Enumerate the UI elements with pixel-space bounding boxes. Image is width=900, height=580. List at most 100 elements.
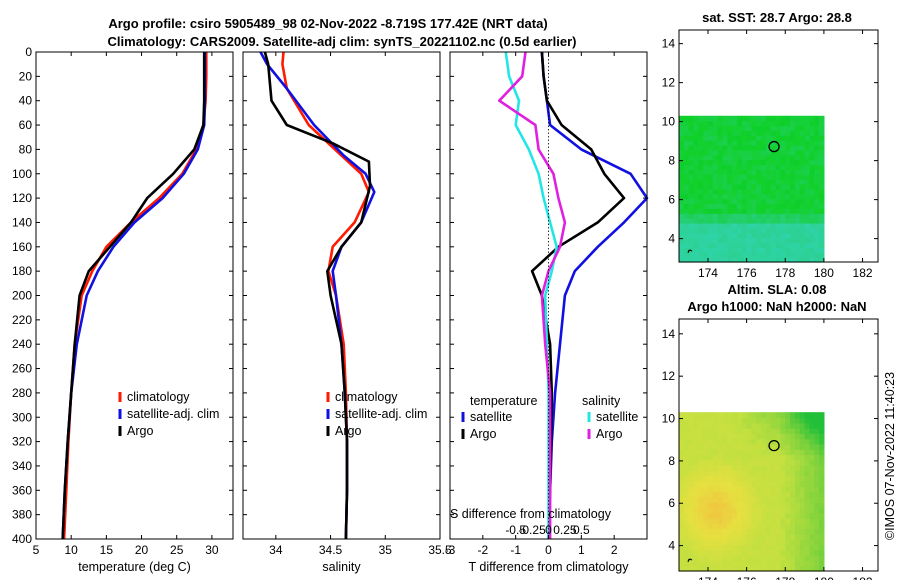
map-sla-heatmap-cell [751,560,757,567]
map-sst-heatmap-cell [703,140,709,146]
map-sst-heatmap-cell [799,193,806,200]
salinity-xtick-label: 34 [269,543,283,557]
map-sst-heatmap-cell [819,145,825,151]
map-sst-heatmap-cell [707,218,714,224]
map-sla-heatmap-cell [688,459,695,466]
map-sla-heatmap-cell [809,443,815,450]
map-sst-heatmap-cell [785,179,791,185]
map-sla-heatmap-cell [785,507,791,514]
map-sst-heatmap-cell [722,213,728,219]
salinity-legend-label: satellite-adj. clim [335,407,427,421]
map-sla-heatmap-cell [741,459,748,466]
map-sst-heatmap-cell [722,237,728,244]
map-sst-heatmap-cell [804,184,811,190]
map-sla-heatmap-cell [727,565,733,572]
map-sst-heatmap-cell [727,164,733,170]
map-sla-heatmap-cell [819,496,825,503]
map-sla-heatmap-cell [732,496,738,503]
map-sla-heatmap-cell [809,523,815,530]
legend-salinity-title: salinity [582,394,621,408]
map-sst-heatmap-cell [693,252,699,258]
map-sla-heatmap-cell [794,544,801,551]
map-sla-heatmap-cell [688,507,695,514]
map-sla-heatmap-cell [814,438,820,445]
map-sst-heatmap-cell [785,227,791,234]
map-sst-heatmap-cell [785,125,791,131]
map-sst-heatmap-cell [790,193,796,200]
salinity-legend-label: climatology [335,390,398,404]
map-sla-heatmap-cell [804,507,811,514]
map-sla-heatmap-cell [765,422,772,429]
map-sst-heatmap-cell [780,140,786,146]
map-sst-heatmap-cell [799,203,806,209]
map-sst-xtick-label: 180 [814,266,834,280]
map-sla-heatmap-cell [819,459,825,466]
map-sla-heatmap-cell [722,459,728,466]
imos-watermark: ©IMOS 07-Nov-2022 11:40:23 [883,372,897,540]
map-sst-heatmap-cell [741,213,748,219]
map-sst-heatmap-cell [751,193,757,200]
map-sst-heatmap-cell [756,140,762,146]
map-sst-heatmap-cell [722,257,728,263]
salinity-xtick-label: 35.5 [428,543,452,557]
map-sla-heatmap-cell [794,560,801,567]
map-sla-heatmap-cell [804,459,811,466]
map-sla-heatmap-cell [804,496,811,503]
map-sla-heatmap-cell [736,481,743,487]
map-sla-heatmap-cell [785,438,791,445]
map-sst-heatmap-cell [756,174,762,180]
map-sst-heatmap-cell [707,169,714,175]
map-sla-heatmap-cell [688,433,695,440]
map-sst-heatmap-cell [746,227,753,234]
ytick-label: 340 [12,459,32,473]
map-sla-heatmap-cell [703,412,709,419]
map-sla-heatmap-cell [799,438,806,445]
map-sst-heatmap-cell [780,115,786,122]
map-sla-heatmap-cell [717,465,724,472]
temperature-legend-label: Argo [127,424,153,438]
map-sst-heatmap-cell [775,247,782,253]
map-sla-heatmap-cell [712,443,719,450]
map-sla-heatmap-cell [809,560,815,567]
map-sla-heatmap-cell [746,449,753,456]
map-sla-heatmap-cell [770,496,777,503]
map-sst-heatmap-cell [790,145,796,151]
map-sla-heatmap-cell [780,533,786,540]
map-sla-heatmap-cell [780,555,786,562]
map-sla-heatmap-cell [794,565,801,572]
map-sst-heatmap-cell [785,223,791,229]
map-sst-heatmap-cell [775,218,782,224]
map-sla-heatmap-cell [722,433,728,440]
map-sla-heatmap-cell [698,433,704,440]
map-sla-heatmap-cell [741,518,748,524]
map-sst-heatmap-cell [741,120,748,127]
map-sst-heatmap-cell [765,257,772,263]
map-sst-heatmap-cell [785,184,791,190]
map-sst-ytick-label: 6 [668,193,675,207]
map-sla-heatmap-cell [741,496,748,503]
map-sst-heatmap-cell [707,135,714,141]
map-sst-heatmap-cell [683,218,690,224]
map-sla-heatmap-cell [751,422,757,429]
map-sla-heatmap-cell [770,422,777,429]
figure-title-line1: Argo profile: csiro 5905489_98 02-Nov-20… [108,16,547,31]
map-sst-heatmap-cell [722,218,728,224]
map-sst-heatmap-cell [746,218,753,224]
map-sla-heatmap-cell [736,428,743,434]
map-sla-heatmap-cell [770,417,777,424]
map-sst-heatmap-cell [722,193,728,200]
map-sst-heatmap-cell [703,203,709,209]
map-sst-heatmap-cell [809,174,815,180]
map-sla-heatmap-cell [790,443,796,450]
map-sst-heatmap-cell [780,174,786,180]
map-sst-ytick-label: 10 [662,115,676,129]
map-sst-heatmap-cell [693,115,699,122]
map-sst-heatmap-cell [775,149,782,156]
map-sst-heatmap-cell [756,164,762,170]
map-sst-xtick-label: 182 [853,266,873,280]
map-sla-heatmap-cell [693,496,699,503]
map-sla-heatmap-cell [804,433,811,440]
map-sst-heatmap-cell [804,213,811,219]
map-sla-heatmap-cell [819,422,825,429]
map-sst-heatmap-cell [756,232,762,239]
